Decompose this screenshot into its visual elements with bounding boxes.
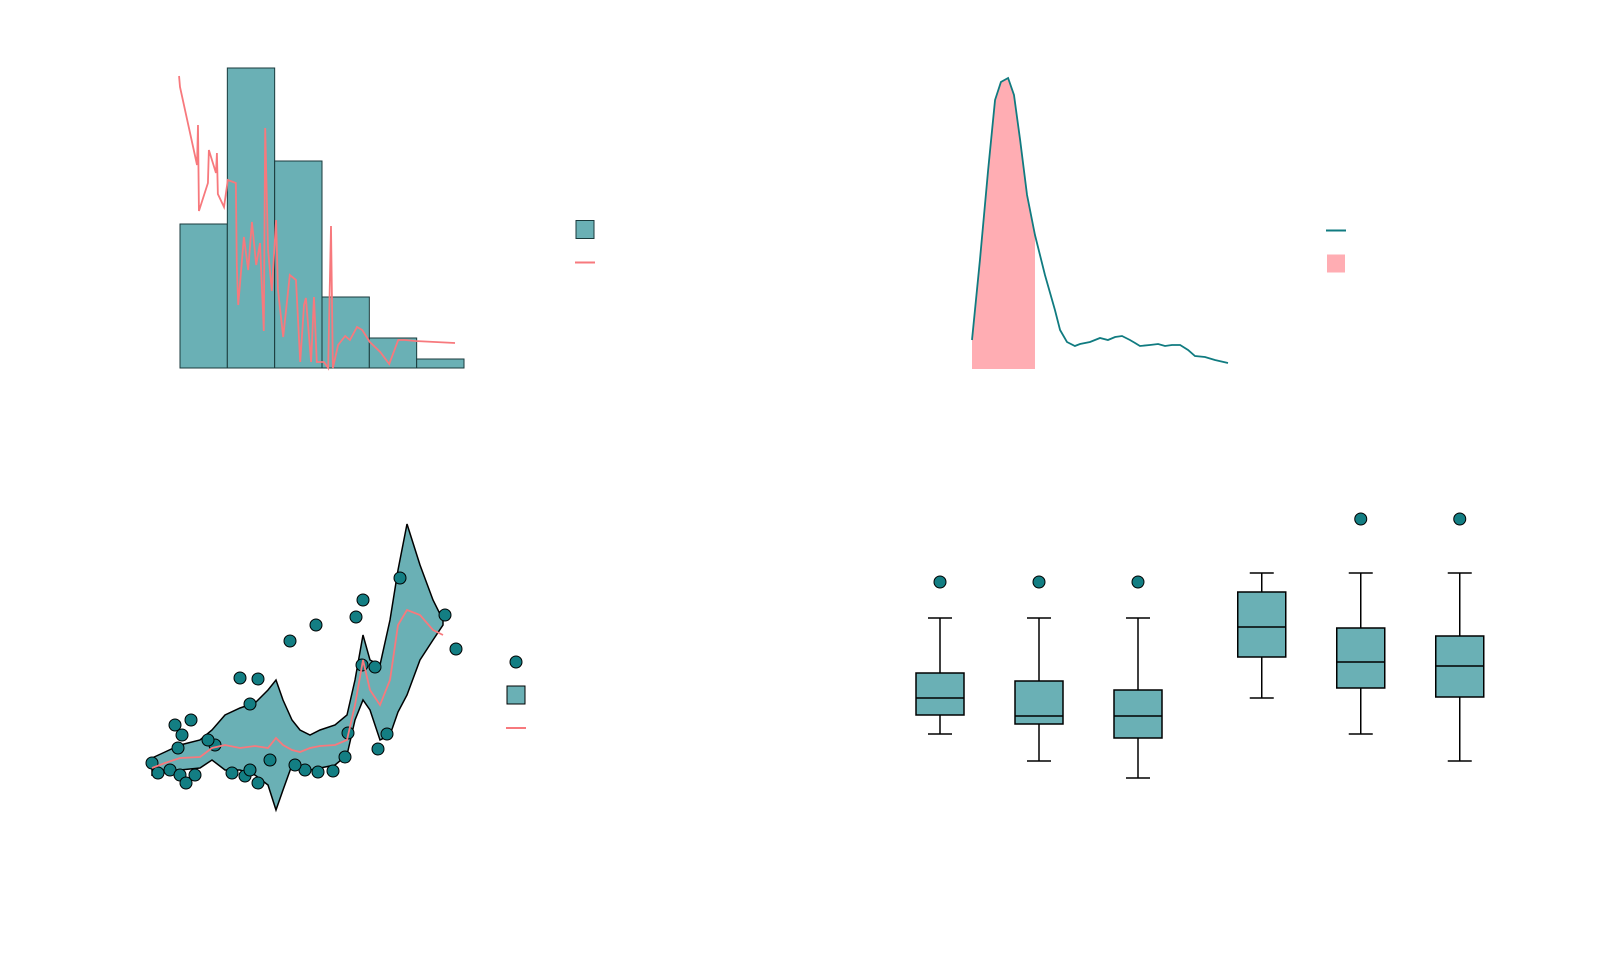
density-line — [971, 76, 1229, 364]
flier — [1131, 575, 1145, 589]
point — [184, 713, 198, 727]
point — [243, 697, 257, 711]
point — [283, 634, 297, 648]
point — [171, 741, 185, 755]
point — [251, 776, 265, 790]
bar — [416, 358, 465, 369]
box — [1237, 591, 1287, 658]
point — [309, 618, 323, 632]
point — [393, 571, 407, 585]
bar — [179, 223, 228, 369]
legend-swatch — [575, 220, 595, 239]
legend-swatch — [1327, 254, 1345, 273]
point — [243, 763, 257, 777]
box — [1113, 689, 1163, 739]
point — [338, 750, 352, 764]
point — [175, 728, 189, 742]
point — [168, 718, 182, 732]
point — [233, 671, 247, 685]
point — [356, 593, 370, 607]
box — [1014, 680, 1064, 725]
legend-swatch — [509, 655, 523, 669]
point — [449, 642, 463, 656]
point — [288, 758, 302, 772]
box — [915, 672, 965, 716]
flier — [1453, 512, 1467, 526]
point — [326, 764, 340, 778]
point — [349, 610, 363, 624]
point — [225, 766, 239, 780]
band — [151, 523, 444, 813]
point — [151, 766, 165, 780]
line — [151, 608, 444, 769]
point — [179, 776, 193, 790]
point — [368, 660, 382, 674]
legend-swatch — [506, 685, 526, 705]
point — [263, 753, 277, 767]
point — [311, 765, 325, 779]
point — [251, 672, 265, 686]
flier — [1032, 575, 1046, 589]
point — [188, 768, 202, 782]
point — [438, 608, 452, 622]
shaded-area — [972, 78, 1035, 369]
point — [380, 727, 394, 741]
point — [201, 733, 215, 747]
flier — [1354, 512, 1368, 526]
point — [371, 742, 385, 756]
line — [178, 75, 456, 371]
flier — [933, 575, 947, 589]
box — [1336, 627, 1386, 689]
